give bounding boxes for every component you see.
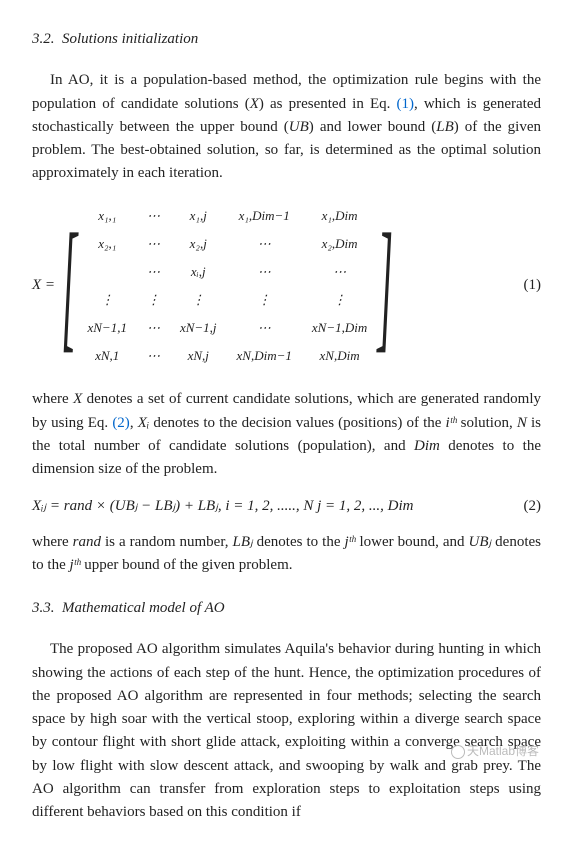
equation-1-body: X = [ x₁,₁⋯x₁,jx₁,Dim−1x₁,Dim x₂,₁⋯x₂,j⋯… (32, 202, 394, 371)
eq2-number: (2) (524, 495, 542, 518)
eq1-lhs: X = (32, 274, 55, 297)
after-eq2-para: where rand is a random number, LBⱼ denot… (32, 531, 541, 578)
equation-2: Xᵢⱼ = rand × (UBⱼ − LBⱼ) + LBⱼ, i = 1, 2… (32, 495, 541, 518)
equation-1: X = [ x₁,₁⋯x₁,jx₁,Dim−1x₁,Dim x₂,₁⋯x₂,j⋯… (32, 202, 541, 371)
matrix-row: x₁,₁⋯x₁,jx₁,Dim−1x₁,Dim (77, 202, 377, 230)
matrix-row: xN−1,1⋯xN−1,j⋯xN−1,Dim (77, 314, 377, 342)
var-UB: UB (289, 119, 309, 135)
section-title: Mathematical model of AO (62, 600, 225, 616)
eq2-body: Xᵢⱼ = rand × (UBⱼ − LBⱼ) + LBⱼ, i = 1, 2… (32, 495, 414, 518)
watermark: 天Matlab博客 (451, 742, 539, 761)
matrix-row: ⋮⋮⋮⋮⋮ (77, 286, 377, 314)
var-X: X (73, 391, 82, 407)
text: upper bound of the given problem. (80, 557, 292, 573)
eq-link-2[interactable]: (2) (112, 415, 130, 431)
var-Xi: Xᵢ (138, 415, 150, 431)
matrix-row: x₂,₁⋯x₂,j⋯x₂,Dim (77, 230, 377, 258)
matrix-row: xN,1⋯xN,jxN,Dim−1xN,Dim (77, 342, 377, 370)
section-3-3-para-1: The proposed AO algorithm simulates Aqui… (32, 638, 541, 824)
var-LBj: LBⱼ (233, 534, 253, 550)
var-LB: LB (436, 119, 454, 135)
var-rand: rand (73, 534, 101, 550)
text: denotes to the (253, 534, 345, 550)
section-3-2-heading: 3.2. Solutions initialization (32, 28, 541, 51)
text: ) and lower bound ( (309, 119, 436, 135)
eq1-matrix: x₁,₁⋯x₁,jx₁,Dim−1x₁,Dim x₂,₁⋯x₂,j⋯x₂,Dim… (77, 202, 377, 371)
text: where (32, 534, 73, 550)
jth: jᵗʰ (70, 557, 81, 573)
section-number: 3.2. (32, 31, 55, 47)
matrix-row: ⋯xᵢ,j⋯⋯ (77, 258, 377, 286)
section-3-2-para-1: In AO, it is a population-based method, … (32, 69, 541, 185)
eq1-number: (1) (524, 274, 542, 297)
jth: jᵗʰ (344, 534, 355, 550)
eq-link-1[interactable]: (1) (396, 96, 414, 112)
ith: iᵗʰ (446, 415, 457, 431)
var-X: X (250, 96, 259, 112)
text: denotes to the decision values (position… (149, 415, 445, 431)
text: is a random number, (101, 534, 233, 550)
section-number: 3.3. (32, 600, 55, 616)
section-3-3-heading: 3.3. Mathematical model of AO (32, 597, 541, 620)
left-bracket: [ (61, 229, 77, 342)
watermark-icon (451, 745, 465, 759)
section-title: Solutions initialization (62, 31, 198, 47)
text: ) as presented in Eq. (259, 96, 397, 112)
watermark-text: 天Matlab博客 (467, 744, 539, 758)
right-bracket: ] (378, 229, 394, 342)
text: where (32, 391, 73, 407)
var-Dim: Dim (414, 438, 440, 454)
var-UBj: UBⱼ (469, 534, 492, 550)
var-N: N (517, 415, 527, 431)
text: lower bound, and (355, 534, 468, 550)
text: , (130, 415, 138, 431)
after-eq1-para: where X denotes a set of current candida… (32, 388, 541, 481)
text: solution, (457, 415, 517, 431)
